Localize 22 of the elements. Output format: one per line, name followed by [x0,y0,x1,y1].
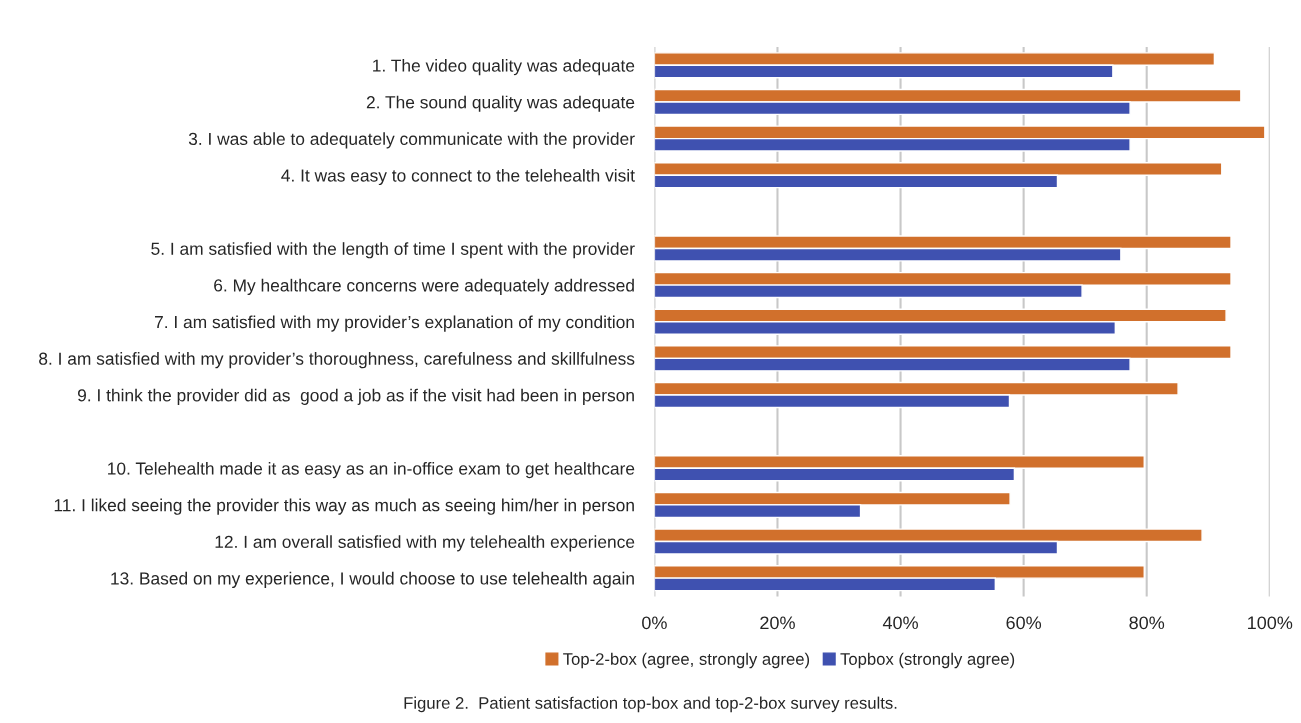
x-tick-label: 80% [1129,616,1165,630]
x-tick-label: 20% [760,616,795,630]
y-tick-label: 8. I am satisfied with my provider’s thoroughness, carefulness and skillfulness [39,352,635,369]
y-tick-label: 9. I think the provider did as good a job as if the visit had been in person [77,388,634,405]
y-tick-label: 7. I am satisfied with my provider’s explanation of my condition [154,315,634,332]
y-tick-label: 11. I liked seeing the provider this way as much as seeing him/her in person [54,498,634,515]
y-tick-label: 5. I am satisfied with the length of time I spent with the provider [151,242,635,259]
x-tick-label: 100% [1248,616,1293,630]
legend-label: Topbox (strongly agree) [840,652,1015,669]
caption: Figure 2. Patient satisfaction top-box and top-2-box survey results. [404,696,897,713]
y-tick-label: 3. I was able to adequately communicate with the provider [188,132,635,149]
y-tick-label: 6. My healthcare concerns were adequately addressed [214,278,634,295]
y-tick-label: 13. Based on my experience, I would choose to use telehealth again [111,571,634,589]
legend-label: Top-2-box (agree, strongly agree) [563,652,810,669]
y-tick-label: 10. Telehealth made it as easy as an in-office exam to get healthcare [108,461,635,479]
x-tick-label: 60% [1006,616,1042,630]
y-tick-label: 12. I am overall satisfied with my telehealth experience [215,535,635,552]
x-tick-label: 40% [882,616,918,630]
y-tick-label: 4. It was easy to connect to the telehealth visit [281,168,635,186]
y-tick-label: 2. The sound quality was adequate [366,95,635,112]
y-tick-label: 1. The video quality was adequate [373,59,635,76]
x-tick-label: 0% [642,616,667,630]
